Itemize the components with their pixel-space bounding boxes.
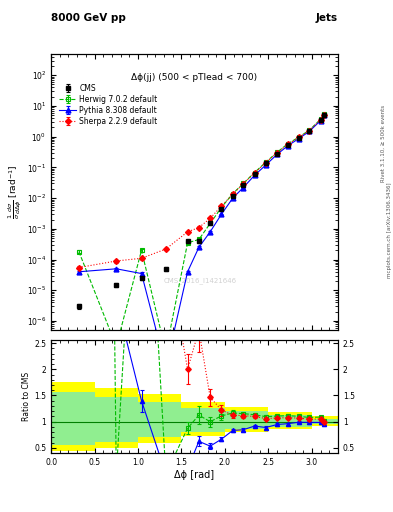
Y-axis label: $\frac{1}{\sigma}\frac{d\sigma}{d\Delta\phi}$ [rad$^{-1}$]: $\frac{1}{\sigma}\frac{d\sigma}{d\Delta\… <box>7 165 24 219</box>
X-axis label: Δϕ [rad]: Δϕ [rad] <box>174 470 215 480</box>
Legend: CMS, Herwig 7.0.2 default, Pythia 8.308 default, Sherpa 2.2.9 default: CMS, Herwig 7.0.2 default, Pythia 8.308 … <box>58 82 159 127</box>
Text: Rivet 3.1.10, ≥ 500k events: Rivet 3.1.10, ≥ 500k events <box>381 105 386 182</box>
Text: 8000 GeV pp: 8000 GeV pp <box>51 13 126 23</box>
Text: Jets: Jets <box>316 13 338 23</box>
Y-axis label: Ratio to CMS: Ratio to CMS <box>22 372 31 421</box>
Text: Δϕ(jj) (500 < pTlead < 700): Δϕ(jj) (500 < pTlead < 700) <box>132 73 257 82</box>
Text: CMS_2016_I1421646: CMS_2016_I1421646 <box>164 277 237 284</box>
Text: mcplots.cern.ch [arXiv:1306.3436]: mcplots.cern.ch [arXiv:1306.3436] <box>387 183 391 278</box>
